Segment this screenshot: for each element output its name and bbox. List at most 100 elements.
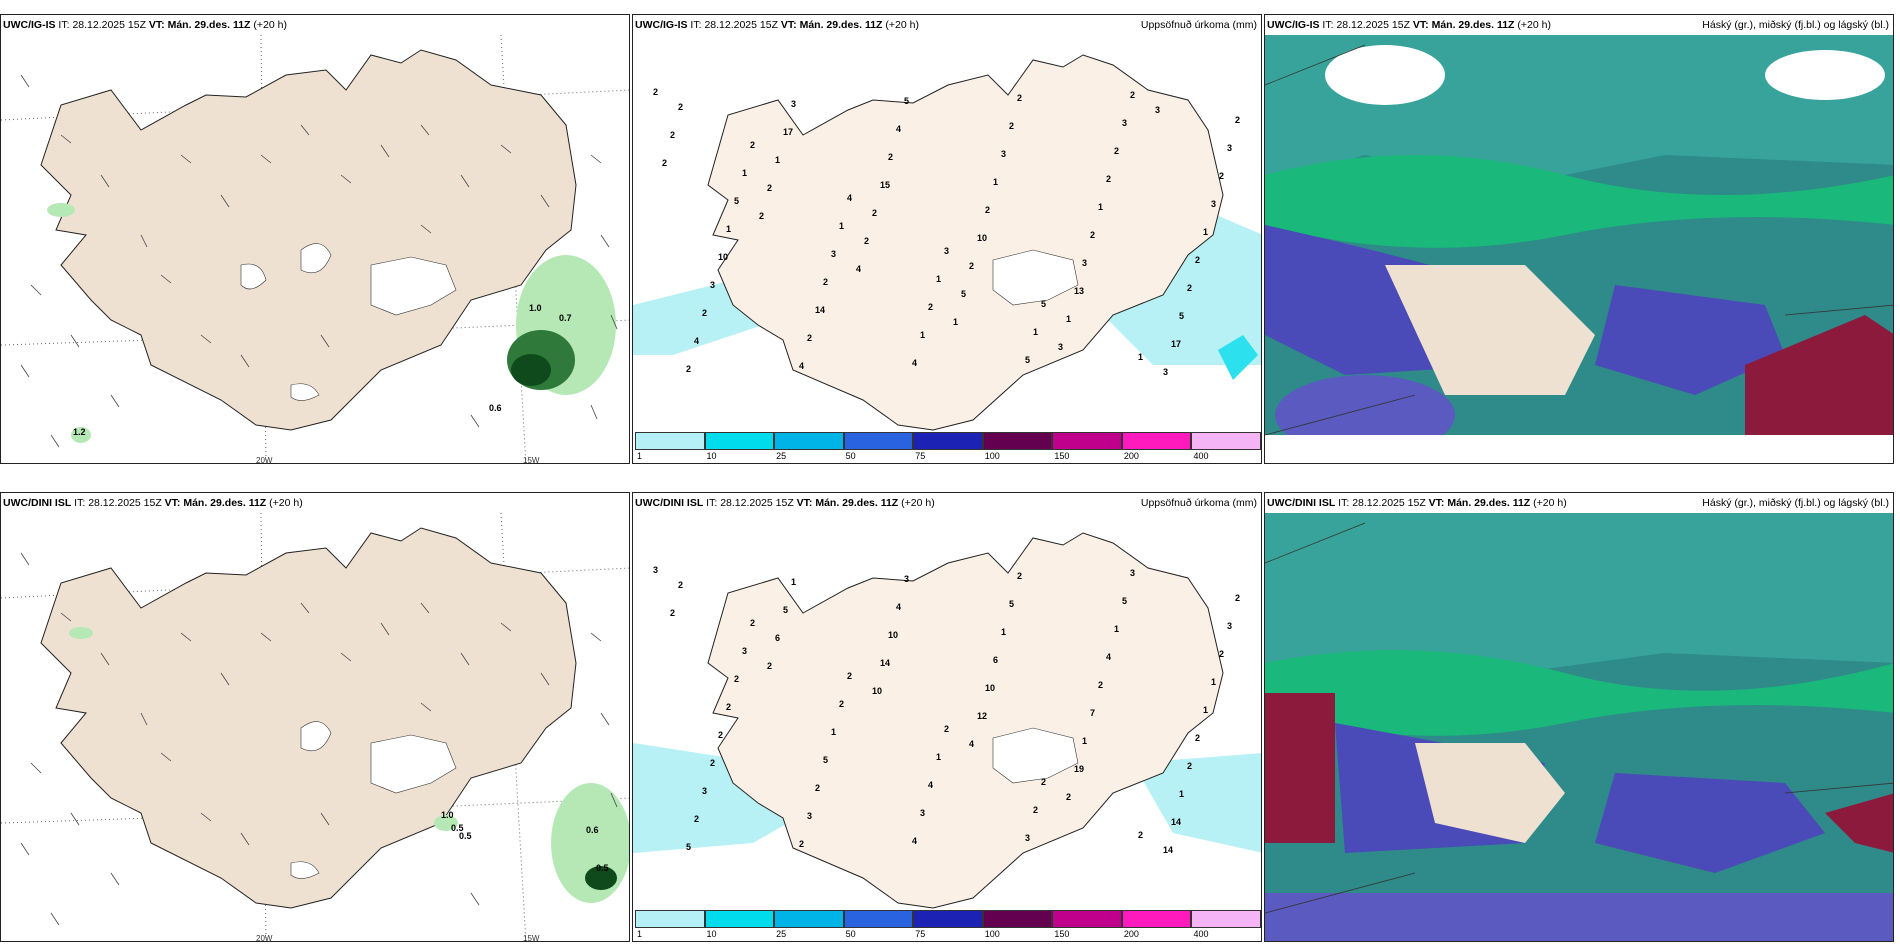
wind-shading (47, 203, 616, 443)
precip-value-label: 2 (985, 205, 990, 215)
precip-value-label: 3 (1025, 833, 1030, 843)
precip-value-label: 2 (702, 308, 707, 318)
precip-value-label: 2 (1017, 571, 1022, 581)
precip-value-label: 5 (783, 605, 788, 615)
lon-label: 15W (523, 456, 540, 464)
panel-title: UWC/IG-IS IT: 28.12.2025 15Z VT: Mán. 29… (635, 19, 919, 31)
legend-swatch (1191, 910, 1261, 928)
iceland-land (707, 532, 1224, 909)
precip-value-label: 2 (1041, 777, 1046, 787)
wind-panel-row1: UWC/IG-IS IT: 28.12.2025 15Z VT: Mán. 29… (0, 14, 630, 464)
precip-value-label: 4 (912, 836, 917, 846)
precip-value-label: 1 (726, 224, 731, 234)
legend-tick: 100 (984, 929, 1000, 939)
legend-swatch (774, 432, 844, 450)
legend-tick: 400 (1193, 451, 1209, 461)
wind-barbs (20, 74, 618, 448)
precip-value-label: 2 (815, 783, 820, 793)
legend-swatch (1191, 432, 1261, 450)
precip-value-label: 10 (977, 233, 987, 243)
precip-value-label: 4 (969, 739, 974, 749)
legend-swatch (704, 432, 775, 450)
rain-heavy (1218, 335, 1258, 380)
precip-value-label: 2 (734, 674, 739, 684)
precip-value-label: 4 (896, 602, 901, 612)
precip-value-label: 3 (1227, 143, 1232, 153)
cloud-panel-row1: UWC/IG-IS IT: 28.12.2025 15Z VT: Mán. 29… (1264, 14, 1894, 464)
precip-labels: 2243512111123532532121223101442213253122… (653, 87, 1240, 377)
precip-value-label: 2 (718, 730, 723, 740)
wind-barbs (20, 552, 618, 926)
legend-swatch (1121, 910, 1192, 928)
iceland-land (707, 54, 1224, 431)
precip-value-label: 1 (1203, 227, 1208, 237)
precip-value-label: 19 (1074, 764, 1084, 774)
precip-value-label: 2 (928, 302, 933, 312)
precip-legend: 1 10 25 50 75 100 150 200 400 (635, 432, 1261, 462)
precip-value-label: 5 (961, 289, 966, 299)
legend-tick: 100 (984, 451, 1000, 461)
precip-value-label: 5 (1179, 311, 1184, 321)
precip-value-label: 2 (678, 580, 683, 590)
precip-value-label: 2 (1066, 792, 1071, 802)
precip-value-label: 2 (799, 839, 804, 849)
precip-value-label: 14 (1163, 845, 1173, 855)
precip-value-label: 2 (670, 608, 675, 618)
legend-swatch (982, 432, 1053, 450)
precip-value-label: 1 (1098, 202, 1103, 212)
legend-tick: 1 (637, 929, 643, 939)
precip-value-label: 3 (1211, 199, 1216, 209)
precip-labels: 3222222321233214352253211224541233122324… (653, 565, 1240, 855)
wind-map: 1.0 0.5 0.5 0.6 0.5 20W 15W (1, 513, 629, 941)
precip-value-label: 3 (1163, 367, 1168, 377)
precip-value-label: 3 (920, 808, 925, 818)
legend-tick: 25 (776, 929, 787, 939)
wind-label: 0.6 (586, 825, 599, 835)
precip-value-label: 2 (1009, 121, 1014, 131)
legend-tick: 75 (915, 929, 926, 939)
precip-value-label: 2 (839, 699, 844, 709)
precip-value-label: 7 (1090, 708, 1095, 718)
precip-value-label: 2 (823, 277, 828, 287)
precip-value-label: 2 (694, 814, 699, 824)
wind-shading (69, 627, 629, 903)
precip-value-label: 2 (767, 183, 772, 193)
legend-tick: 75 (915, 451, 926, 461)
precip-value-label: 17 (783, 127, 793, 137)
legend-swatch (1121, 432, 1192, 450)
glacier (992, 249, 1079, 306)
precip-value-label: 3 (710, 280, 715, 290)
precip-value-label: 4 (847, 193, 852, 203)
precip-value-label: 2 (750, 140, 755, 150)
wind-label: 1.0 (529, 303, 542, 313)
precip-value-label: 4 (856, 264, 861, 274)
precip-value-label: 5 (823, 755, 828, 765)
panel-title: UWC/IG-IS IT: 28.12.2025 15Z VT: Mán. 29… (3, 19, 287, 31)
precip-value-label: 1 (1001, 627, 1006, 637)
precip-value-label: 2 (1098, 680, 1103, 690)
precip-value-label: 13 (1074, 286, 1084, 296)
precip-value-label: 2 (1219, 649, 1224, 659)
precip-value-label: 3 (742, 646, 747, 656)
precip-value-label: 1 (920, 330, 925, 340)
panel-title: UWC/IG-IS IT: 28.12.2025 15Z VT: Mán. 29… (1267, 19, 1551, 31)
precip-value-label: 2 (767, 661, 772, 671)
glaciers (290, 721, 457, 879)
legend-swatch (1052, 432, 1122, 450)
precip-value-label: 2 (1235, 115, 1240, 125)
lon-label: 20W (256, 456, 273, 464)
precip-value-label: 4 (928, 780, 933, 790)
wind-panel-row2: UWC/DINI ISL IT: 28.12.2025 15Z VT: Mán.… (0, 492, 630, 942)
precip-value-label: 1 (936, 274, 941, 284)
panel-title: UWC/DINI ISL IT: 28.12.2025 15Z VT: Mán.… (3, 497, 303, 509)
legend-swatch (704, 910, 775, 928)
precip-value-label: 2 (1187, 761, 1192, 771)
precip-value-label: 1 (1114, 624, 1119, 634)
precip-value-label: 1 (742, 168, 747, 178)
precip-value-label: 2 (1130, 90, 1135, 100)
wind-map: 1.0 0.7 0.6 1.2 20W 15W (1, 35, 629, 464)
precip-value-label: 2 (750, 618, 755, 628)
legend-tick: 10 (706, 929, 717, 939)
precip-value-label: 5 (1041, 299, 1046, 309)
precip-value-label: 1 (936, 752, 941, 762)
